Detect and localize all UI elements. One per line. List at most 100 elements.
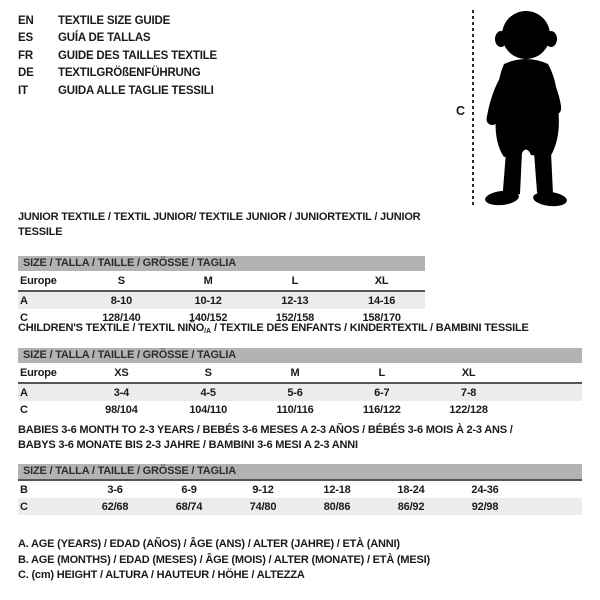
size-cell: XL [374,274,389,287]
size-cell: 104/110 [189,403,228,416]
size-cell: 24-36 [471,483,499,496]
size-cell: 140/152 [188,311,228,324]
row-label: B [20,483,28,496]
row-label: Europe [20,366,57,379]
table-title-line: CHILDREN'S TEXTILE / TEXTIL NIÑO/A / TEX… [18,321,582,339]
size-cell: 9-12 [252,483,274,496]
size-cell: 6-9 [181,483,197,496]
junior-table-section: JUNIOR TEXTILE / TEXTIL JUNIOR/ TEXTILE … [18,210,425,326]
children-table-section: CHILDREN'S TEXTILE / TEXTIL NIÑO/A / TEX… [18,321,582,418]
language-row: IT GUIDA ALLE TAGLIE TESSILI [18,83,217,100]
language-row: EN TEXTILE SIZE GUIDE [18,13,217,30]
size-cell: S [204,366,212,379]
language-title: TEXTILGRÖßENFÜHRUNG [58,67,201,80]
note-height-cm: C. (cm) HEIGHT / ALTURA / HAUTEUR / HÖHE… [18,569,305,582]
table-row: B 3-6 6-9 9-12 12-18 18-24 24-36 [18,481,582,498]
baby-silhouette-icon [485,11,567,207]
row-label: A [20,294,28,307]
row-label: A [20,386,28,399]
table-title: CHILDREN'S TEXTILE / TEXTIL NIÑO/A / TEX… [18,321,582,339]
size-header-bar: SIZE / TALLA / TAILLE / GRÖSSE / TAGLIA [18,464,582,481]
size-cell: 110/116 [276,403,314,416]
size-cell: 98/104 [105,403,138,416]
size-cell: 86/92 [397,500,425,513]
size-cell: 12-13 [281,294,309,307]
size-cell: 8-10 [110,294,132,307]
size-cell: 10-12 [194,294,222,307]
table-title-line: JUNIOR TEXTILE / TEXTIL JUNIOR/ TEXTILE … [18,210,425,240]
language-title: GUIDA ALLE TAGLIE TESSILI [58,84,214,97]
language-code: DE [18,67,34,80]
table-title-line: BABYS 3-6 MONATE BIS 2-3 JAHRE / BAMBINI… [18,438,582,453]
row-label: C [20,311,28,324]
table-title-text: /A [204,328,212,335]
size-cell: 3-4 [113,386,130,399]
size-cell: 14-16 [368,294,396,307]
babies-table-section: BABIES 3-6 MONTH TO 2-3 YEARS / BEBÉS 3-… [18,423,582,515]
language-list: EN TEXTILE SIZE GUIDE ES GUÍA DE TALLAS … [18,13,217,100]
size-cell: L [291,274,299,287]
table-title-text: BABIES 3-6 MONTH TO 2-3 YEARS / BEBÉS 3-… [18,424,513,436]
table-rows: Europe XS S M L XL A 3-4 4-5 5-6 6-7 7-8 C 98/104 104/… [18,363,582,418]
table-row: C 62/68 68/74 74/80 80/86 86/92 92/98 [18,498,582,515]
size-cell: 7-8 [460,386,477,399]
language-row: FR GUIDE DES TAILLES TEXTILE [18,48,217,65]
size-cell: 6-7 [374,386,390,399]
size-cell: 74/80 [249,500,277,513]
size-cell: 18-24 [397,483,425,496]
table-title-text: CHILDREN'S TEXTILE / TEXTIL NIÑO [18,322,205,334]
size-cell: M [203,274,213,287]
size-cell: 122/128 [449,403,488,416]
size-cell: 68/74 [175,500,203,513]
language-code: ES [18,32,33,45]
language-code: FR [18,49,33,62]
table-row: A 3-4 4-5 5-6 6-7 7-8 [18,384,582,401]
height-dashed-line [472,10,474,205]
size-header-bar: SIZE / TALLA / TAILLE / GRÖSSE / TAGLIA [18,256,425,271]
language-title: TEXTILE SIZE GUIDE [58,15,171,27]
size-header-bar: SIZE / TALLA / TAILLE / GRÖSSE / TAGLIA [18,348,582,363]
size-cell: 116/122 [362,403,401,416]
table-title: BABIES 3-6 MONTH TO 2-3 YEARS / BEBÉS 3-… [18,423,582,453]
size-cell: S [117,274,125,287]
size-cell: 158/170 [362,311,401,324]
language-title: GUIDE DES TAILLES TEXTILE [58,49,217,62]
row-label: Europe [20,274,57,287]
table-row: Europe S M L XL [18,271,425,292]
size-cell: 62/68 [101,500,129,513]
size-cell: L [378,366,386,379]
language-row: ES GUÍA DE TALLAS [18,30,217,47]
language-row: DE TEXTILGRÖßENFÜHRUNG [18,65,217,82]
size-cell: 3-6 [107,483,123,496]
size-cell: 4-5 [200,386,217,399]
size-cell: 12-18 [323,483,351,496]
size-cell: 5-6 [287,386,303,399]
size-cell: M [290,366,300,379]
size-cell: 128/140 [102,311,141,324]
size-cell: XL [461,366,476,379]
table-rows: B 3-6 6-9 9-12 12-18 18-24 24-36 C 62/68 68/74 74/… [18,481,582,515]
height-label-c: C [456,104,465,118]
size-cell: 152/158 [275,311,315,324]
table-row: Europe XS S M L XL [18,363,582,384]
row-label: C [20,500,28,513]
language-title: GUÍA DE TALLAS [58,32,151,45]
table-row: C 128/140 140/152 152/158 158/170 [18,309,425,326]
size-cell: 92/98 [471,500,499,513]
table-title: JUNIOR TEXTILE / TEXTIL JUNIOR/ TEXTILE … [18,210,425,240]
size-cell: XS [114,366,129,379]
table-row: A 8-10 10-12 12-13 14-16 [18,292,425,309]
table-title-text: JUNIOR TEXTILE / TEXTIL JUNIOR/ TEXTILE … [18,211,421,238]
note-age-months: B. AGE (MONTHS) / EDAD (MESES) / ÂGE (MO… [18,553,430,566]
table-rows: Europe S M L XL A 8-10 10-12 12-13 14-16 C 128/140 1… [18,271,425,326]
language-code: IT [18,84,28,97]
table-title-text: BABYS 3-6 MONATE BIS 2-3 JAHRE / BAMBINI… [18,439,358,451]
legend-notes: A. AGE (YEARS) / EDAD (AÑOS) / ÂGE (ANS)… [18,537,430,584]
note-age-years: A. AGE (YEARS) / EDAD (AÑOS) / ÂGE (ANS)… [18,538,400,550]
table-title-text: / TEXTILE DES ENFANTS / KINDERTEXTIL / B… [211,322,529,334]
table-title-line: BABIES 3-6 MONTH TO 2-3 YEARS / BEBÉS 3-… [18,423,582,438]
language-code: EN [18,15,34,27]
table-row: C 98/104 104/110 110/116 116/122 122/128 [18,401,582,418]
size-cell: 80/86 [323,500,351,513]
